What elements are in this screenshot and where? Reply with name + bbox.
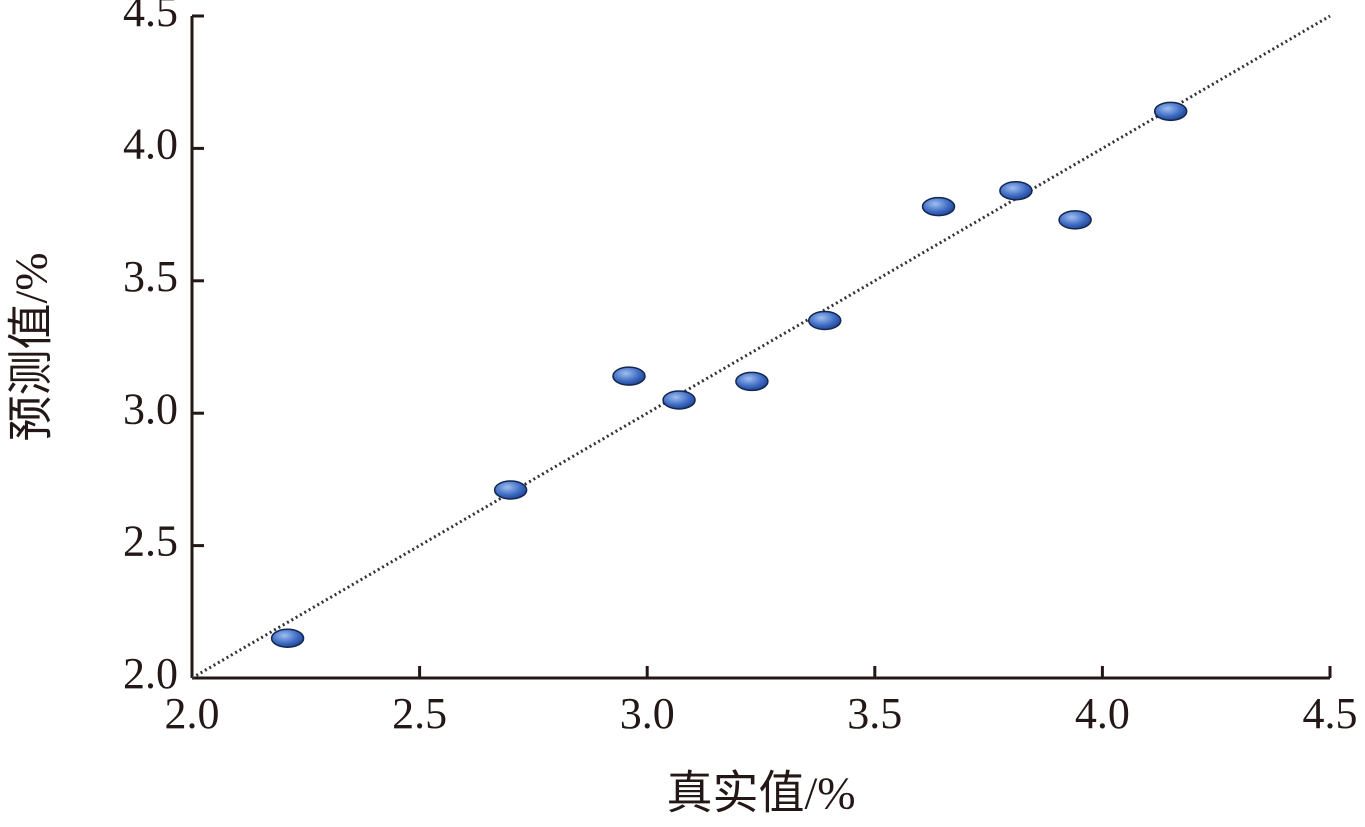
y-tick-label: 2.0 (123, 649, 178, 698)
y-tick-label: 4.5 (123, 0, 178, 36)
data-point (493, 480, 528, 500)
x-tick-label: 3.0 (620, 689, 675, 738)
x-tick-label: 3.5 (847, 689, 902, 738)
x-tick-label: 4.0 (1075, 689, 1130, 738)
data-point (612, 366, 646, 386)
y-axis-title: 预测值/% (6, 252, 57, 441)
data-point (1058, 210, 1092, 230)
y-tick-label: 4.0 (123, 119, 178, 168)
y-tick-label: 3.5 (123, 252, 178, 301)
data-point (807, 310, 842, 331)
x-tick-label: 2.5 (392, 689, 447, 738)
data-point (921, 196, 956, 217)
data-point (270, 628, 305, 649)
data-point (735, 371, 769, 392)
data-point (999, 181, 1033, 201)
x-tick-label: 2.0 (165, 689, 220, 738)
x-tick-label: 4.5 (1303, 689, 1358, 738)
data-point (662, 390, 696, 410)
y-tick-label: 3.0 (123, 384, 178, 433)
data-point (1153, 101, 1188, 122)
x-axis-title: 真实值/% (666, 768, 855, 819)
y-tick-label: 2.5 (123, 517, 178, 566)
